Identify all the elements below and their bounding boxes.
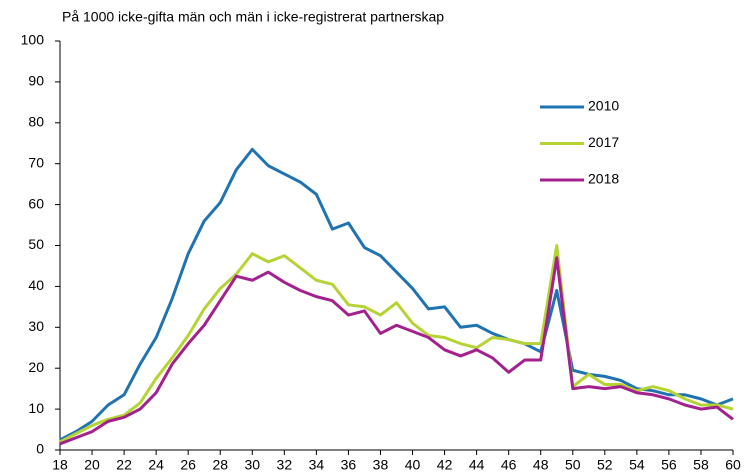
x-tick-label: 40	[405, 457, 421, 473]
y-tick-label: 70	[28, 154, 44, 170]
x-tick-label: 50	[565, 457, 581, 473]
y-tick-label: 0	[36, 441, 44, 457]
y-tick-label: 60	[28, 195, 44, 211]
x-tick-label: 26	[180, 457, 196, 473]
series-line	[59, 244, 734, 444]
x-tick-label: 22	[116, 457, 132, 473]
x-tick-label: 56	[661, 457, 677, 473]
x-tick-label: 18	[52, 457, 68, 473]
series-line	[59, 147, 734, 442]
legend-label: 2017	[588, 134, 619, 150]
legend-label: 2018	[588, 171, 619, 187]
x-tick-label: 54	[629, 457, 645, 473]
y-tick-label: 100	[21, 32, 45, 48]
legend-label: 2010	[588, 98, 619, 114]
x-tick-label: 32	[277, 457, 293, 473]
y-tick-label: 50	[28, 236, 44, 252]
y-tick-label: 90	[28, 73, 44, 89]
series-line	[59, 256, 734, 446]
x-tick-label: 38	[373, 457, 389, 473]
y-tick-label: 20	[28, 359, 44, 375]
x-tick-label: 52	[597, 457, 613, 473]
x-tick-label: 46	[501, 457, 517, 473]
x-tick-label: 30	[244, 457, 260, 473]
x-tick-label: 20	[84, 457, 100, 473]
x-tick-label: 28	[212, 457, 228, 473]
y-tick-label: 40	[28, 277, 44, 293]
x-tick-label: 34	[309, 457, 325, 473]
x-tick-label: 48	[533, 457, 549, 473]
x-tick-label: 24	[148, 457, 164, 473]
y-tick-label: 10	[28, 400, 44, 416]
y-tick-label: 30	[28, 318, 44, 334]
x-tick-label: 60	[725, 457, 741, 473]
chart-title: På 1000 icke-gifta män och män i icke-re…	[62, 9, 444, 25]
y-tick-label: 80	[28, 114, 44, 130]
x-tick-label: 58	[693, 457, 709, 473]
x-tick-label: 36	[341, 457, 357, 473]
x-tick-label: 44	[469, 457, 485, 473]
x-tick-label: 42	[437, 457, 453, 473]
